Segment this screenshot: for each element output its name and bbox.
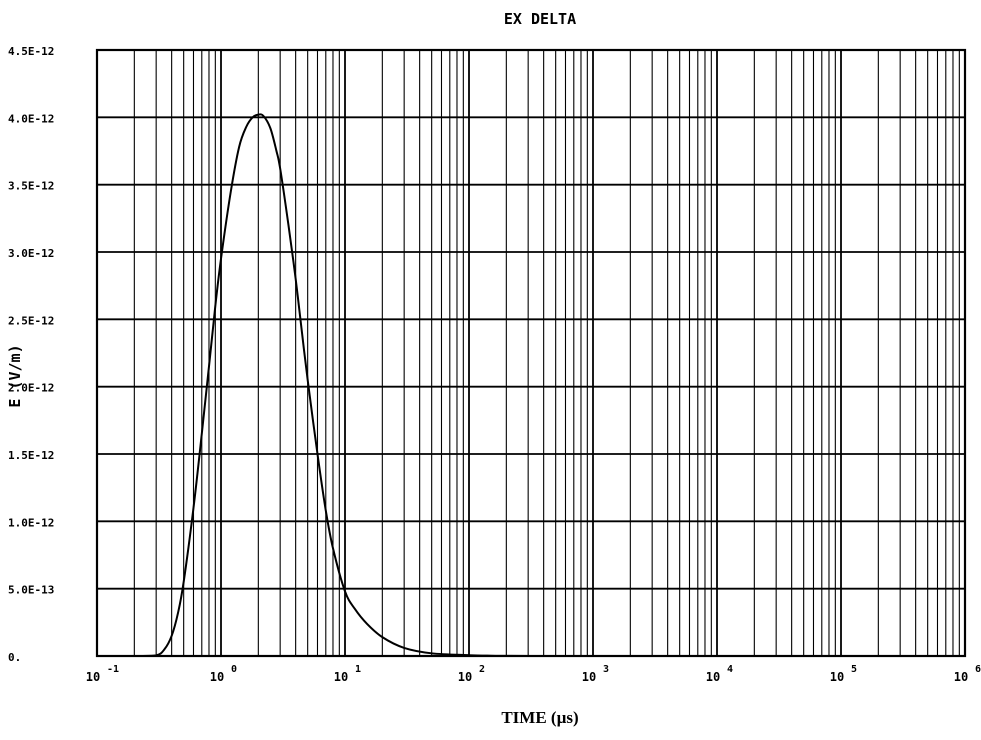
x-tick-exponent: 4 [727, 664, 733, 675]
y-tick-label: 2.0E-12 [8, 382, 54, 395]
y-tick-label: 3.0E-12 [8, 247, 54, 260]
x-tick-exponent: 3 [603, 664, 609, 675]
x-tick-exponent: 2 [479, 664, 485, 675]
chart-title: EX DELTA [504, 10, 576, 28]
x-tick-label: 10 [86, 670, 100, 684]
y-tick-label: 1.0E-12 [8, 516, 54, 529]
x-tick-label: 10 [334, 670, 348, 684]
y-tick-label: 4.5E-12 [8, 45, 54, 58]
y-tick-label: 5.0E-13 [8, 584, 54, 597]
x-tick-label: 10 [954, 670, 968, 684]
x-tick-label: 10 [210, 670, 224, 684]
y-tick-label: 0. [8, 651, 21, 664]
y-tick-label: 1.5E-12 [8, 449, 54, 462]
y-axis-label: E (V/m) [6, 344, 24, 407]
x-tick-label: 10 [582, 670, 596, 684]
x-tick-exponent: -1 [107, 664, 119, 675]
x-tick-exponent: 0 [231, 664, 237, 675]
x-tick-exponent: 1 [355, 664, 361, 675]
x-tick-exponent: 5 [851, 664, 857, 675]
x-tick-label: 10 [458, 670, 472, 684]
y-tick-label: 4.0E-12 [8, 112, 54, 125]
x-tick-labels: 10 -1 10 0 10 1 10 2 10 3 10 4 10 5 10 6 [86, 664, 981, 684]
series-line [97, 113, 965, 658]
chart-grid [96, 49, 965, 657]
y-tick-label: 3.5E-12 [8, 180, 54, 193]
x-tick-label: 10 [830, 670, 844, 684]
y-tick-labels: 0. 5.0E-13 1.0E-12 1.5E-12 2.0E-12 2.5E-12 3.0… [8, 45, 54, 664]
x-axis-label: TIME (µs) [501, 708, 578, 727]
y-tick-label: 2.5E-12 [8, 314, 54, 327]
x-tick-exponent: 6 [975, 664, 981, 675]
x-tick-label: 10 [706, 670, 720, 684]
